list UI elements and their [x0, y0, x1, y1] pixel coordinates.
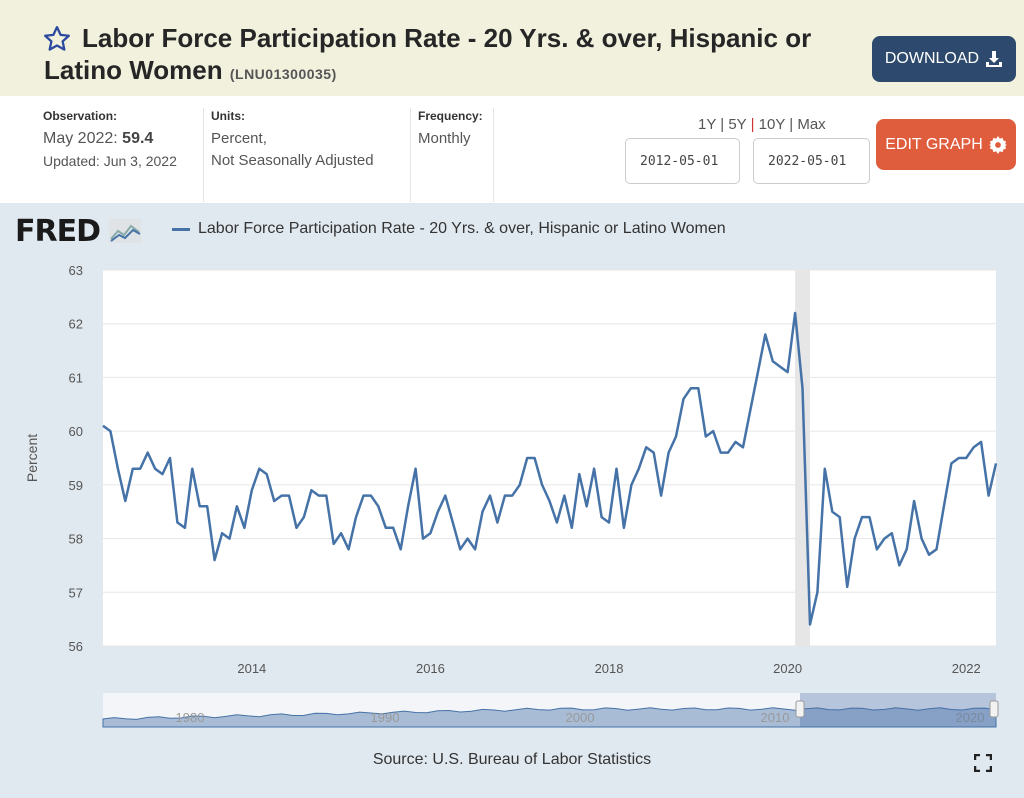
- source-note: Source: U.S. Bureau of Labor Statistics: [372, 751, 652, 768]
- plot-area: [103, 270, 996, 646]
- start-date-input[interactable]: [625, 138, 740, 184]
- range-sep: |: [789, 116, 794, 133]
- y-tick-label: 61: [69, 370, 83, 385]
- download-label: DOWNLOAD: [884, 50, 980, 67]
- x-tick-label: 2022: [952, 661, 981, 676]
- logo-text: FRED: [15, 214, 101, 249]
- divider: [493, 108, 494, 202]
- page-title: Labor Force Participation Rate - 20 Yrs.…: [44, 22, 864, 90]
- units-label: Units:: [211, 109, 245, 123]
- edit-graph-button[interactable]: EDIT GRAPH: [876, 119, 1016, 170]
- navigator-selection[interactable]: [800, 693, 996, 727]
- observation-block: Observation: May 2022: 59.4 Updated: Jun…: [43, 108, 177, 172]
- y-tick-label: 56: [69, 639, 83, 654]
- y-tick-label: 62: [69, 317, 83, 332]
- observation-value: 59.4: [122, 130, 154, 147]
- range-sep: |: [750, 116, 755, 133]
- updated-date: Updated: Jun 3, 2022: [43, 153, 177, 169]
- y-tick-label: 59: [69, 478, 83, 493]
- navigator-handle[interactable]: [795, 700, 805, 718]
- chart-legend: Labor Force Participation Rate - 20 Yrs.…: [172, 220, 726, 238]
- navigator-tick-label: 2020: [956, 710, 985, 725]
- range-selector: 1Y | 5Y | 10Y | Max: [698, 116, 826, 133]
- title-bar: Labor Force Participation Rate - 20 Yrs.…: [0, 0, 1024, 96]
- series-id: (LNU01300035): [229, 66, 337, 82]
- series-title: Labor Force Participation Rate - 20 Yrs.…: [44, 23, 812, 85]
- series-line: [102, 311, 998, 626]
- divider: [203, 108, 204, 202]
- y-tick-label: 58: [69, 532, 83, 547]
- units-block: Units: Percent, Not Seasonally Adjusted: [211, 108, 374, 172]
- gear-icon: [988, 135, 1007, 154]
- navigator-tick-label: 2000: [566, 710, 595, 725]
- units-value: Percent,: [211, 130, 267, 147]
- range-max[interactable]: Max: [797, 116, 826, 133]
- observation-date: May 2022:: [43, 130, 118, 147]
- star-icon[interactable]: [42, 24, 72, 54]
- y-tick-label: 60: [69, 424, 83, 439]
- legend-swatch: [172, 227, 190, 231]
- fred-logo[interactable]: FRED: [15, 214, 142, 249]
- divider: [410, 108, 411, 202]
- end-date-input[interactable]: [753, 138, 870, 184]
- range-sep: |: [720, 116, 725, 133]
- legend-label: Labor Force Participation Rate - 20 Yrs.…: [198, 220, 726, 237]
- fullscreen-icon[interactable]: [974, 754, 992, 772]
- range-10y[interactable]: 10Y: [758, 116, 786, 133]
- range-1y[interactable]: 1Y: [698, 116, 717, 133]
- y-axis-label: Percent: [24, 434, 40, 482]
- edit-graph-label: EDIT GRAPH: [885, 135, 983, 153]
- navigator-tick-label: 1980: [176, 710, 205, 725]
- x-tick-label: 2014: [237, 661, 266, 676]
- frequency-label: Frequency:: [418, 109, 483, 123]
- y-tick-label: 63: [69, 263, 83, 278]
- x-tick-label: 2020: [773, 661, 802, 676]
- navigator-series: [102, 707, 997, 728]
- navigator-tick-label: 2010: [761, 710, 790, 725]
- frequency-value: Monthly: [418, 130, 471, 147]
- recession-band: [795, 270, 810, 646]
- download-button[interactable]: DOWNLOAD: [872, 36, 1016, 82]
- units-adjustment: Not Seasonally Adjusted: [211, 152, 374, 169]
- x-tick-label: 2016: [416, 661, 445, 676]
- navigator-tick-label: 1990: [371, 710, 400, 725]
- y-tick-label: 57: [69, 585, 83, 600]
- download-icon: [986, 51, 1003, 67]
- range-5y[interactable]: 5Y: [728, 116, 747, 133]
- frequency-block: Frequency: Monthly: [418, 108, 483, 150]
- navigator-handle[interactable]: [989, 700, 999, 718]
- x-tick-label: 2018: [595, 661, 624, 676]
- observation-label: Observation:: [43, 109, 118, 123]
- series-info: Observation: May 2022: 59.4 Updated: Jun…: [0, 96, 1024, 203]
- chart-logo-icon: [109, 219, 142, 243]
